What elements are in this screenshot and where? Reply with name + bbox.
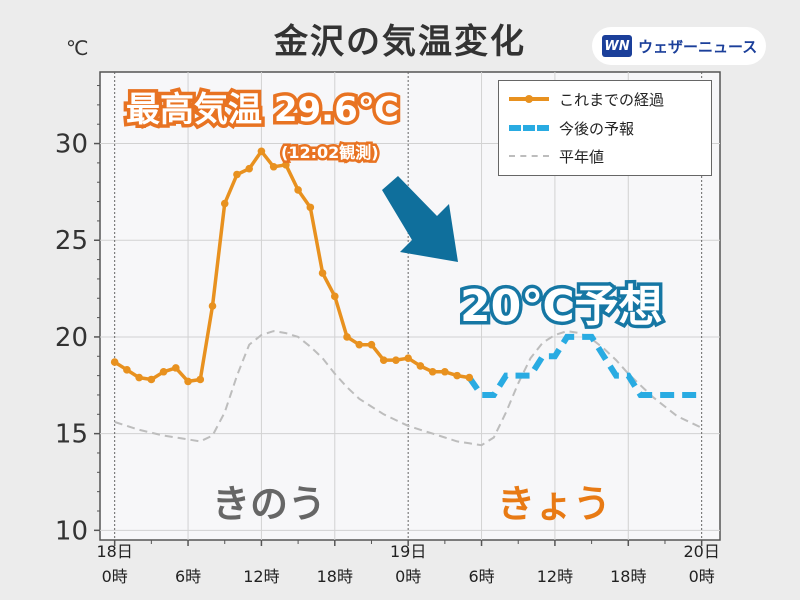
legend-marker-observed: [525, 95, 533, 103]
data-point-observed: [159, 367, 168, 376]
data-point-observed: [196, 375, 205, 384]
data-point-observed: [147, 375, 156, 384]
data-point-observed: [233, 170, 241, 179]
legend-item-normal: 平年値: [499, 143, 711, 169]
y-tick-label: 10: [55, 516, 88, 546]
max-temp-annotation: 最高気温 29.6℃: [123, 87, 403, 134]
data-point-observed: [367, 340, 376, 349]
data-point-observed: [416, 362, 425, 370]
data-point-observed: [135, 373, 143, 382]
y-tick-label: 15: [55, 420, 88, 450]
x-tick-label-hour: 0時: [102, 567, 128, 586]
yesterday-label: きのう: [212, 482, 327, 526]
page-title: 金沢の気温変化: [274, 22, 526, 62]
x-tick-label-date: 20日: [683, 542, 719, 561]
x-tick-label-hour: 6時: [175, 567, 201, 586]
y-tick-label: 25: [55, 226, 88, 256]
data-point-observed: [245, 164, 253, 173]
data-point-observed: [465, 373, 474, 382]
forecast-annotation: 20℃予想: [457, 278, 666, 336]
data-point-observed: [294, 186, 302, 194]
data-point-observed: [404, 354, 412, 363]
forecast-arrow-icon: [382, 176, 458, 262]
data-point-observed: [208, 302, 217, 310]
series-line-normal: [114, 330, 703, 447]
x-tick-label-hour: 0時: [689, 567, 715, 586]
legend-label-forecast: 今後の予報: [559, 120, 635, 138]
brand-name: ウェザーニュース: [638, 37, 758, 56]
data-point-observed: [110, 358, 119, 366]
data-point-observed: [306, 203, 315, 212]
data-point-observed: [379, 356, 388, 364]
y-tick-label: 20: [55, 323, 88, 353]
legend-label-normal: 平年値: [559, 148, 605, 166]
max-time-annotation: (12:02観測): [279, 141, 382, 165]
x-tick-label-date: 19日: [390, 542, 426, 561]
data-point-observed: [453, 371, 461, 380]
data-point-observed: [330, 292, 339, 301]
legend-item-forecast: 今後の予報: [499, 115, 711, 141]
brand-logo-icon: WN: [602, 35, 632, 57]
data-point-observed: [172, 364, 180, 372]
data-point-observed: [123, 366, 131, 374]
y-axis-unit: ℃: [66, 36, 89, 60]
x-tick-label-hour: 18時: [610, 567, 646, 586]
data-point-observed: [343, 333, 351, 341]
data-point-observed: [392, 356, 400, 364]
data-point-observed: [282, 161, 290, 169]
x-tick-label-hour: 0時: [395, 567, 421, 586]
data-point-observed: [257, 147, 266, 156]
x-tick-label-date: 18日: [96, 542, 132, 561]
legend-label-observed: これまでの経過: [559, 91, 665, 109]
data-point-observed: [184, 377, 192, 386]
data-point-observed: [441, 367, 449, 376]
legend-item-observed: これまでの経過: [499, 86, 711, 112]
x-tick-label-hour: 12時: [537, 567, 573, 586]
data-point-observed: [220, 199, 229, 208]
legend-swatch-normal: [509, 155, 549, 157]
data-point-observed: [355, 340, 364, 349]
x-tick-label-hour: 6時: [468, 567, 494, 586]
x-tick-label-hour: 18時: [317, 567, 353, 586]
series-line-forecast: [466, 333, 702, 398]
data-point-observed: [269, 162, 278, 171]
brand-badge: WN ウェザーニュース: [592, 27, 766, 65]
today-label: きょう: [497, 482, 612, 526]
data-point-observed: [428, 367, 437, 376]
data-point-observed: [318, 269, 327, 277]
legend-swatch-forecast: [509, 125, 549, 131]
legend: これまでの経過 今後の予報 平年値: [498, 80, 712, 176]
x-tick-label-hour: 12時: [243, 567, 279, 586]
y-tick-label: 30: [55, 130, 88, 160]
